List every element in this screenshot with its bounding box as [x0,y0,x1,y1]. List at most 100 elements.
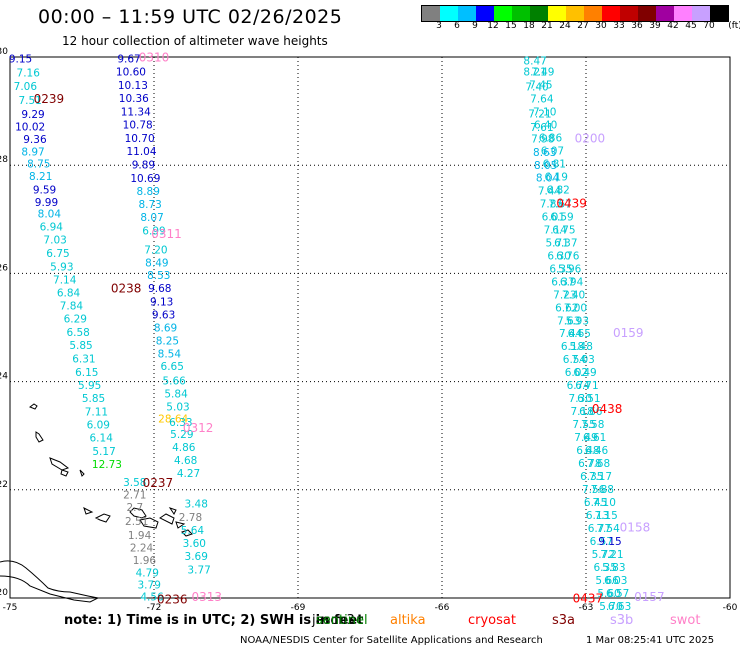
legend-label: 45 [685,21,697,31]
swh-value: 6.35 [549,263,572,275]
swh-value: 4.27 [177,468,200,480]
swh-value: 9.67 [117,53,140,65]
swh-value: 7.03 [43,235,66,247]
swh-value: 7.67 [548,198,571,210]
legend-label: 27 [577,21,589,31]
lon-tick-label: -69 [291,603,306,613]
swh-value: 8.75 [27,158,50,170]
legend-label: 12 [487,21,499,31]
swh-value: 6.58 [66,327,89,339]
swh-value: 10.36 [119,93,149,105]
swh-value: 7.10 [533,106,556,118]
legend-swatch [674,6,692,21]
satellite-sentinel: sentinel [316,613,368,628]
swh-value: 7.18 [570,406,593,418]
island-outline [28,403,94,515]
legend-swatch [692,6,710,21]
legend-label: 39 [649,21,661,31]
swh-value: 6.61 [583,432,606,444]
swh-value: 6.37 [551,276,574,288]
swh-value: 5.29 [170,429,193,441]
swh-value: 7.06 [14,81,38,93]
swh-value: 9.15 [598,536,621,548]
swh-value: 8.54 [158,348,182,360]
swh-value: 7.00 [564,302,587,314]
swh-value: 6.45 [584,497,607,509]
pass-time: 0311 [151,227,182,241]
swh-value: 5.95 [78,380,101,392]
legend-swatch [656,6,674,21]
swh-value: 6.99 [142,225,165,237]
swh-value: 6.77 [588,523,611,535]
swh-value: 9.89 [132,159,155,171]
swh-value: 7.16 [17,67,41,79]
pass-time-labels: 0310 0239 0311 0238 0312 0237 0313 0236 0200 0439… [34,50,665,606]
swh-value: 4.79 [136,567,159,579]
swh-value: 6.03 [604,575,627,587]
legend-swatch [566,6,584,21]
legend-swatch [584,6,602,21]
swh-value: 4.56 [140,592,164,604]
pass-time: 0236 [157,592,188,606]
legend-label: 6 [454,21,460,31]
legend-swatch [602,6,620,21]
swh-value: 3.77 [187,565,210,577]
swh-value: 5.66 [595,575,619,587]
swh-value: 5.66 [162,375,186,387]
pass-time: 0439 [556,196,587,210]
pass-time: 0158 [620,520,651,534]
legend-swatch [458,6,476,21]
swh-value: 7.88 [591,484,614,496]
swh-value: 10.70 [125,133,155,145]
swh-value: 8.53 [147,270,170,282]
legend-label: 36 [631,21,643,31]
swh-value: 5.93 [50,262,73,274]
swh-value: 8.63 [533,147,556,159]
legend-swatch [422,6,440,21]
lat-tick-label: 28 [0,155,8,165]
swh-value: 2.24 [130,542,154,554]
swh-value: 2.71 [123,489,146,501]
swh-value: 6.59 [550,211,573,223]
swh-value: 6.54 [563,354,587,366]
plot-border [9,56,731,599]
lon-tick-label: -63 [579,603,594,613]
swh-value: 7.44 [559,328,583,340]
swh-value: 8.89 [137,186,160,198]
swh-value: 6.62 [555,302,578,314]
swh-value: 10.69 [130,173,160,185]
swh-value: 5.60 [597,588,620,600]
swh-value: 9.15 [9,53,32,65]
legend-label: 42 [667,21,679,31]
legend-label: 30 [595,21,607,31]
swh-value: 6.82 [546,184,569,196]
map-subtitle: 12 hour collection of altimeter wave hei… [62,34,328,48]
swh-value: 7.11 [85,407,108,419]
legend-label: 15 [505,21,517,31]
swh-value: 7.40 [525,82,548,94]
lon-tick-label: -75 [3,603,18,613]
swh-value: 6.13 [586,510,609,522]
swh-value: 8.21 [523,66,546,78]
satellite-key: jason3 sentinel altika cryosat s3a s3b swot [0,613,740,629]
satellite-swot: swot [670,613,701,628]
swh-value: 5.72 [592,549,615,561]
swh-value: 6.40 [534,119,557,131]
swh-value: 7.85 [540,198,563,210]
coastline [0,403,193,603]
swh-value: 8.21 [29,171,52,183]
legend-swatch [512,6,530,21]
lat-tick-label: 20 [0,588,8,598]
swh-value: 6.65 [568,328,591,340]
swh-value: 6.66 [579,406,603,418]
swh-value: 9.68 [148,283,171,295]
pass-time: 0312 [183,421,214,435]
swh-value: 8.73 [138,199,161,211]
swh-value: 7.98 [531,133,554,145]
swh-value: 6.46 [585,445,609,457]
swh-value: 8.69 [154,322,177,334]
swh-value: 7.58 [581,419,604,431]
swh-value: 12.73 [92,459,122,471]
swh-value: 7.84 [60,301,84,313]
swh-value: 6.07 [541,145,564,157]
